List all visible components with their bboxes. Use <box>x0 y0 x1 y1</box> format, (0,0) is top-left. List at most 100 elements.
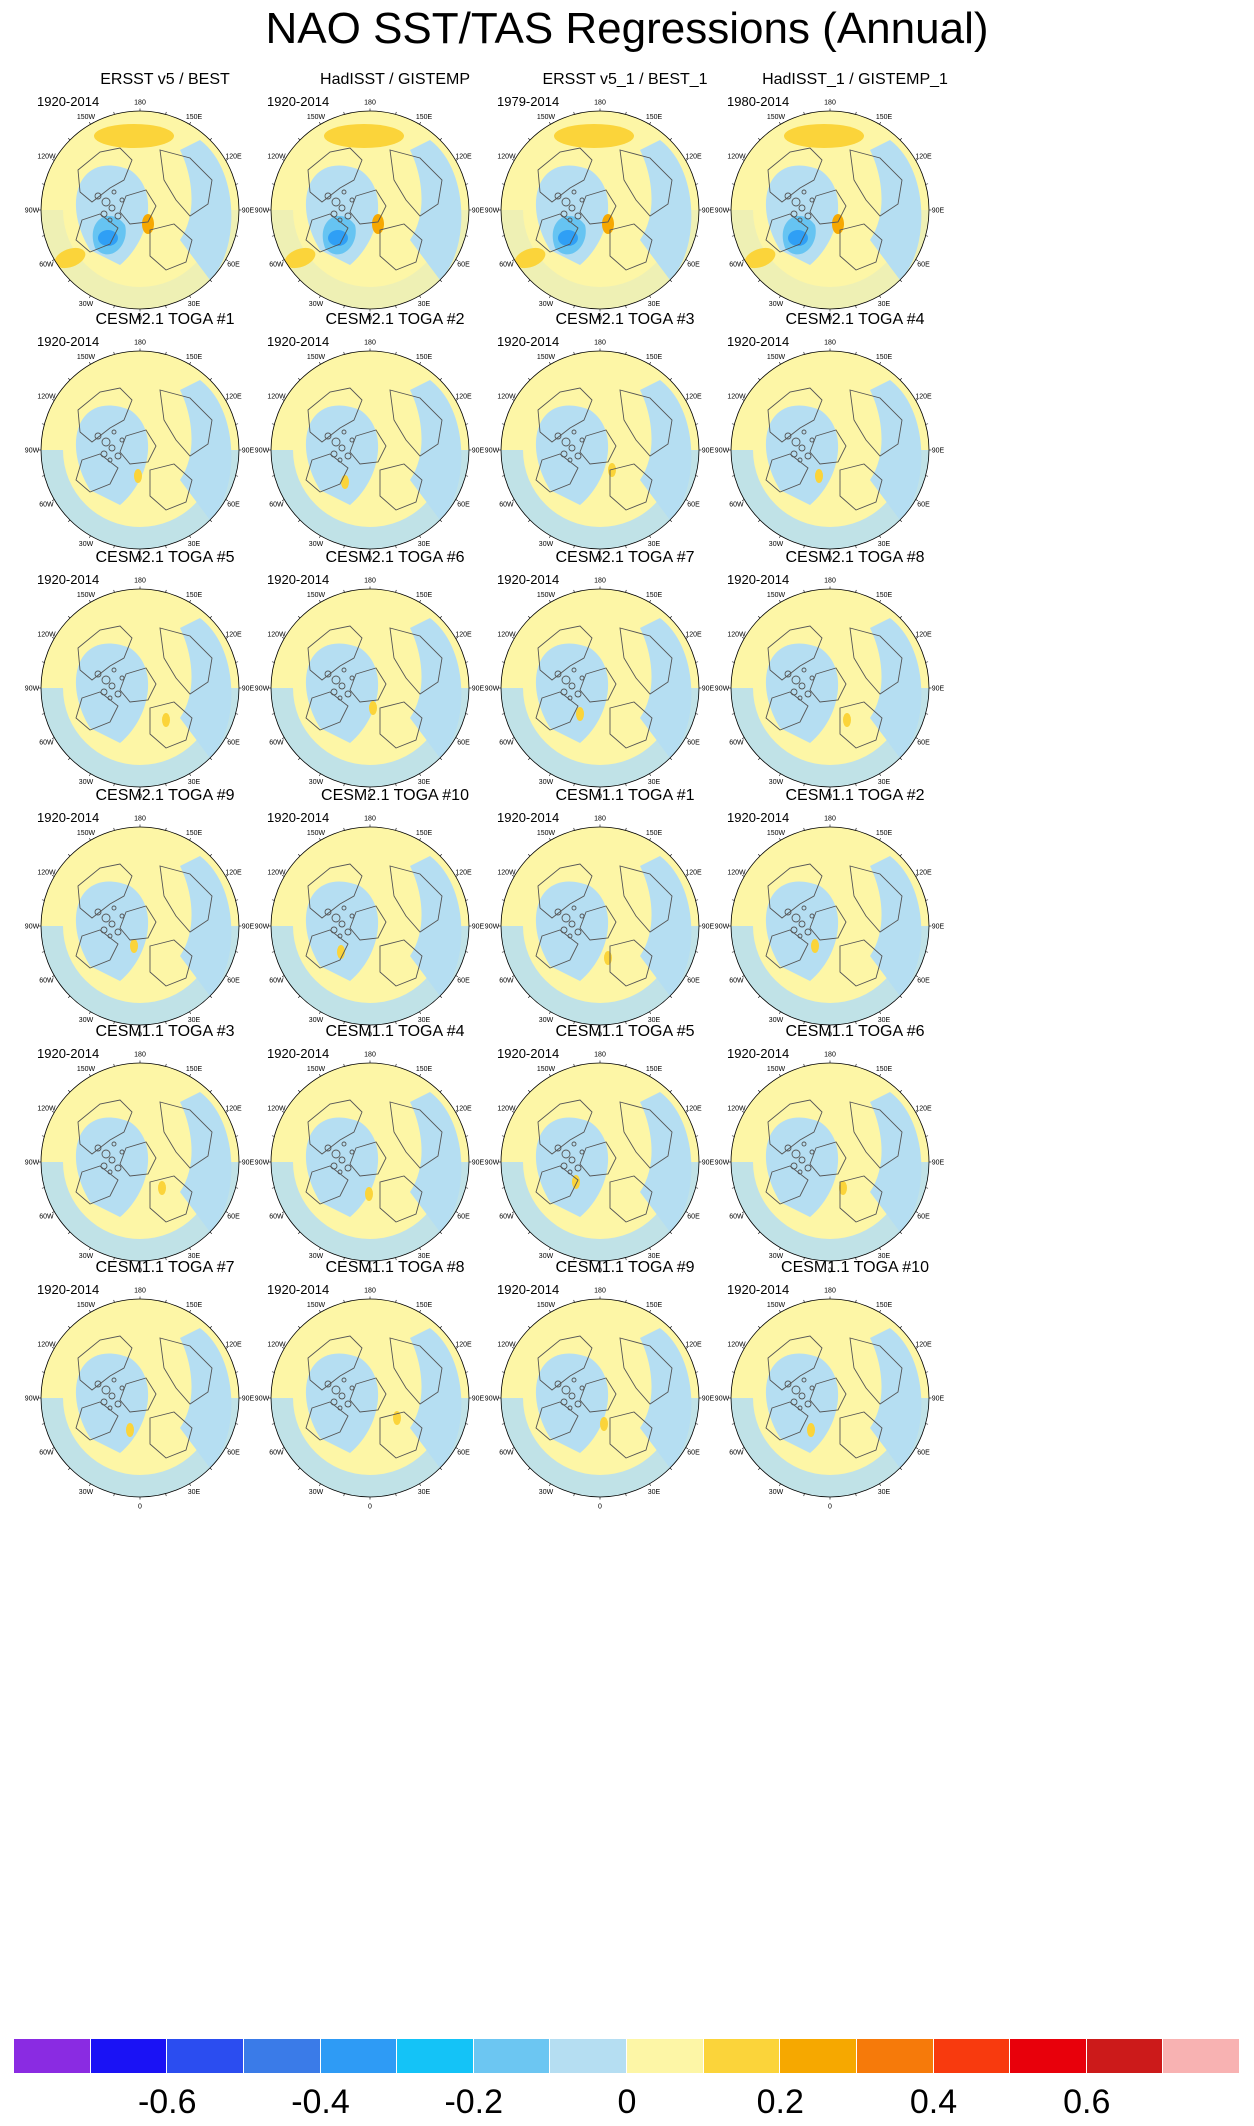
polar-map: 180 150W 150E 120W 120E 90W 90E 60W 60E 30W 30E 0 <box>715 1052 945 1275</box>
longitude-label: 120W <box>497 154 516 161</box>
longitude-label: 120E <box>915 394 932 401</box>
polar-map: 180 150W 150E 120W 120E 90W 90E 60W 60E 30W 30E 0 <box>25 1288 255 1511</box>
longitude-label: 90E <box>242 1396 255 1403</box>
longitude-label: 90W <box>715 448 730 455</box>
longitude-label: 90W <box>715 1160 730 1167</box>
longitude-label: 90E <box>702 448 715 455</box>
longitude-label: 60W <box>729 1450 744 1457</box>
polar-map: 180 150W 150E 120W 120E 90W 90E 60W 60E 30W 30E 0 <box>715 1288 945 1511</box>
colorbar-swatch <box>243 2039 321 2073</box>
longitude-label: 60E <box>457 262 470 269</box>
polar-map: 180 150W 150E 120W 120E 90W 90E 60W 60E 30W 30E 0 <box>25 340 255 563</box>
longitude-label: 120E <box>225 394 242 401</box>
longitude-label: 180 <box>594 340 606 347</box>
polar-map: 180 150W 150E 120W 120E 90W 90E 60W 60E 30W 30E 0 <box>255 578 485 801</box>
panel-title: CESM1.1 TOGA #4 <box>325 1023 465 1040</box>
longitude-label: 150E <box>416 830 433 837</box>
panel-title: CESM2.1 TOGA #5 <box>95 549 235 566</box>
colorbar-swatch <box>933 2039 1011 2073</box>
map-panel: ERSST v5 / BEST 180 150W 150E 120W 120E 90W 90E… <box>10 70 320 390</box>
longitude-label: 30E <box>878 541 891 548</box>
longitude-label: 0 <box>828 1032 832 1039</box>
map-panel: ERSST v5_1 / BEST_1 180 150W 150E 120W 120E 90… <box>470 70 780 390</box>
panel-title: CESM1.1 TOGA #3 <box>95 1023 235 1040</box>
longitude-label: 90W <box>255 448 270 455</box>
longitude-label: 120W <box>727 632 746 639</box>
longitude-label: 60W <box>499 740 514 747</box>
longitude-label: 120W <box>37 1106 56 1113</box>
panel-period: 1980-2014 <box>727 94 790 109</box>
panel-period: 1920-2014 <box>267 334 330 349</box>
longitude-label: 90E <box>932 686 945 693</box>
longitude-label: 30W <box>539 541 554 548</box>
longitude-label: 120W <box>727 1106 746 1113</box>
longitude-label: 120W <box>267 154 286 161</box>
longitude-label: 60E <box>457 978 470 985</box>
longitude-label: 30W <box>539 1253 554 1260</box>
longitude-label: 30W <box>539 1017 554 1024</box>
longitude-label: 0 <box>368 1032 372 1039</box>
longitude-label: 60W <box>499 1450 514 1457</box>
longitude-label: 120E <box>685 394 702 401</box>
map-panel: CESM1.1 TOGA #6 180 150W 150E 120W 120E 90W 90E… <box>700 1022 1010 1342</box>
longitude-label: 150E <box>416 1302 433 1309</box>
longitude-label: 180 <box>594 1052 606 1059</box>
colorbar-swatch <box>627 2039 704 2073</box>
longitude-label: 30E <box>188 301 201 308</box>
longitude-label: 0 <box>138 1504 142 1511</box>
colorbar-tick-label: -0.4 <box>291 2083 350 2121</box>
longitude-label: 30W <box>309 1253 324 1260</box>
polar-map: 180 150W 150E 120W 120E 90W 90E 60W 60E 30W 30E 0 <box>715 340 945 563</box>
longitude-label: 90E <box>472 1396 485 1403</box>
map-panel: CESM1.1 TOGA #9 180 150W 150E 120W 120E 90W 90E… <box>470 1258 780 1578</box>
longitude-label: 120E <box>915 1342 932 1349</box>
longitude-label: 150E <box>416 592 433 599</box>
longitude-label: 30W <box>309 779 324 786</box>
longitude-label: 90W <box>485 448 500 455</box>
longitude-label: 30E <box>188 779 201 786</box>
longitude-label: 30E <box>648 1017 661 1024</box>
longitude-label: 0 <box>598 1504 602 1511</box>
longitude-label: 90E <box>702 924 715 931</box>
longitude-label: 120W <box>497 1342 516 1349</box>
longitude-label: 150W <box>77 592 96 599</box>
longitude-label: 0 <box>138 316 142 323</box>
longitude-label: 150W <box>537 354 556 361</box>
panel-period: 1920-2014 <box>37 1282 100 1297</box>
longitude-label: 90E <box>472 686 485 693</box>
longitude-label: 150W <box>307 830 326 837</box>
longitude-label: 150E <box>416 1066 433 1073</box>
map-panel: CESM2.1 TOGA #8 180 150W 150E 120W 120E 90W 90E… <box>700 548 1010 868</box>
colorbar-swatch <box>1086 2039 1164 2073</box>
longitude-label: 30E <box>418 541 431 548</box>
polar-map: 180 150W 150E 120W 120E 90W 90E 60W 60E 30W 30E 0 <box>255 816 485 1039</box>
panel-period: 1920-2014 <box>267 810 330 825</box>
longitude-label: 60E <box>227 1450 240 1457</box>
longitude-label: 30E <box>188 1489 201 1496</box>
longitude-label: 120W <box>267 394 286 401</box>
longitude-label: 90E <box>932 1396 945 1403</box>
longitude-label: 150E <box>876 1066 893 1073</box>
longitude-label: 60E <box>227 978 240 985</box>
longitude-label: 150E <box>876 354 893 361</box>
longitude-label: 60W <box>269 262 284 269</box>
longitude-label: 60E <box>457 1214 470 1221</box>
longitude-label: 180 <box>364 100 376 107</box>
panel-title: CESM2.1 TOGA #8 <box>785 549 925 566</box>
map-panel: CESM1.1 TOGA #4 180 150W 150E 120W 120E 90W 90E… <box>240 1022 550 1342</box>
panel-period: 1920-2014 <box>497 810 560 825</box>
panel-title: ERSST v5_1 / BEST_1 <box>542 71 708 88</box>
polar-map: 180 150W 150E 120W 120E 90W 90E 60W 60E 30W 30E 0 <box>485 578 715 801</box>
panel-period: 1920-2014 <box>497 334 560 349</box>
longitude-label: 120E <box>455 394 472 401</box>
longitude-label: 180 <box>364 340 376 347</box>
longitude-label: 150E <box>186 354 203 361</box>
panel-period: 1920-2014 <box>497 1046 560 1061</box>
longitude-label: 60E <box>457 502 470 509</box>
longitude-label: 150E <box>186 830 203 837</box>
longitude-label: 60E <box>917 1214 930 1221</box>
colorbar-tick-label: -0.2 <box>444 2083 504 2121</box>
longitude-label: 120W <box>37 154 56 161</box>
longitude-label: 0 <box>138 556 142 563</box>
longitude-label: 180 <box>824 340 836 347</box>
